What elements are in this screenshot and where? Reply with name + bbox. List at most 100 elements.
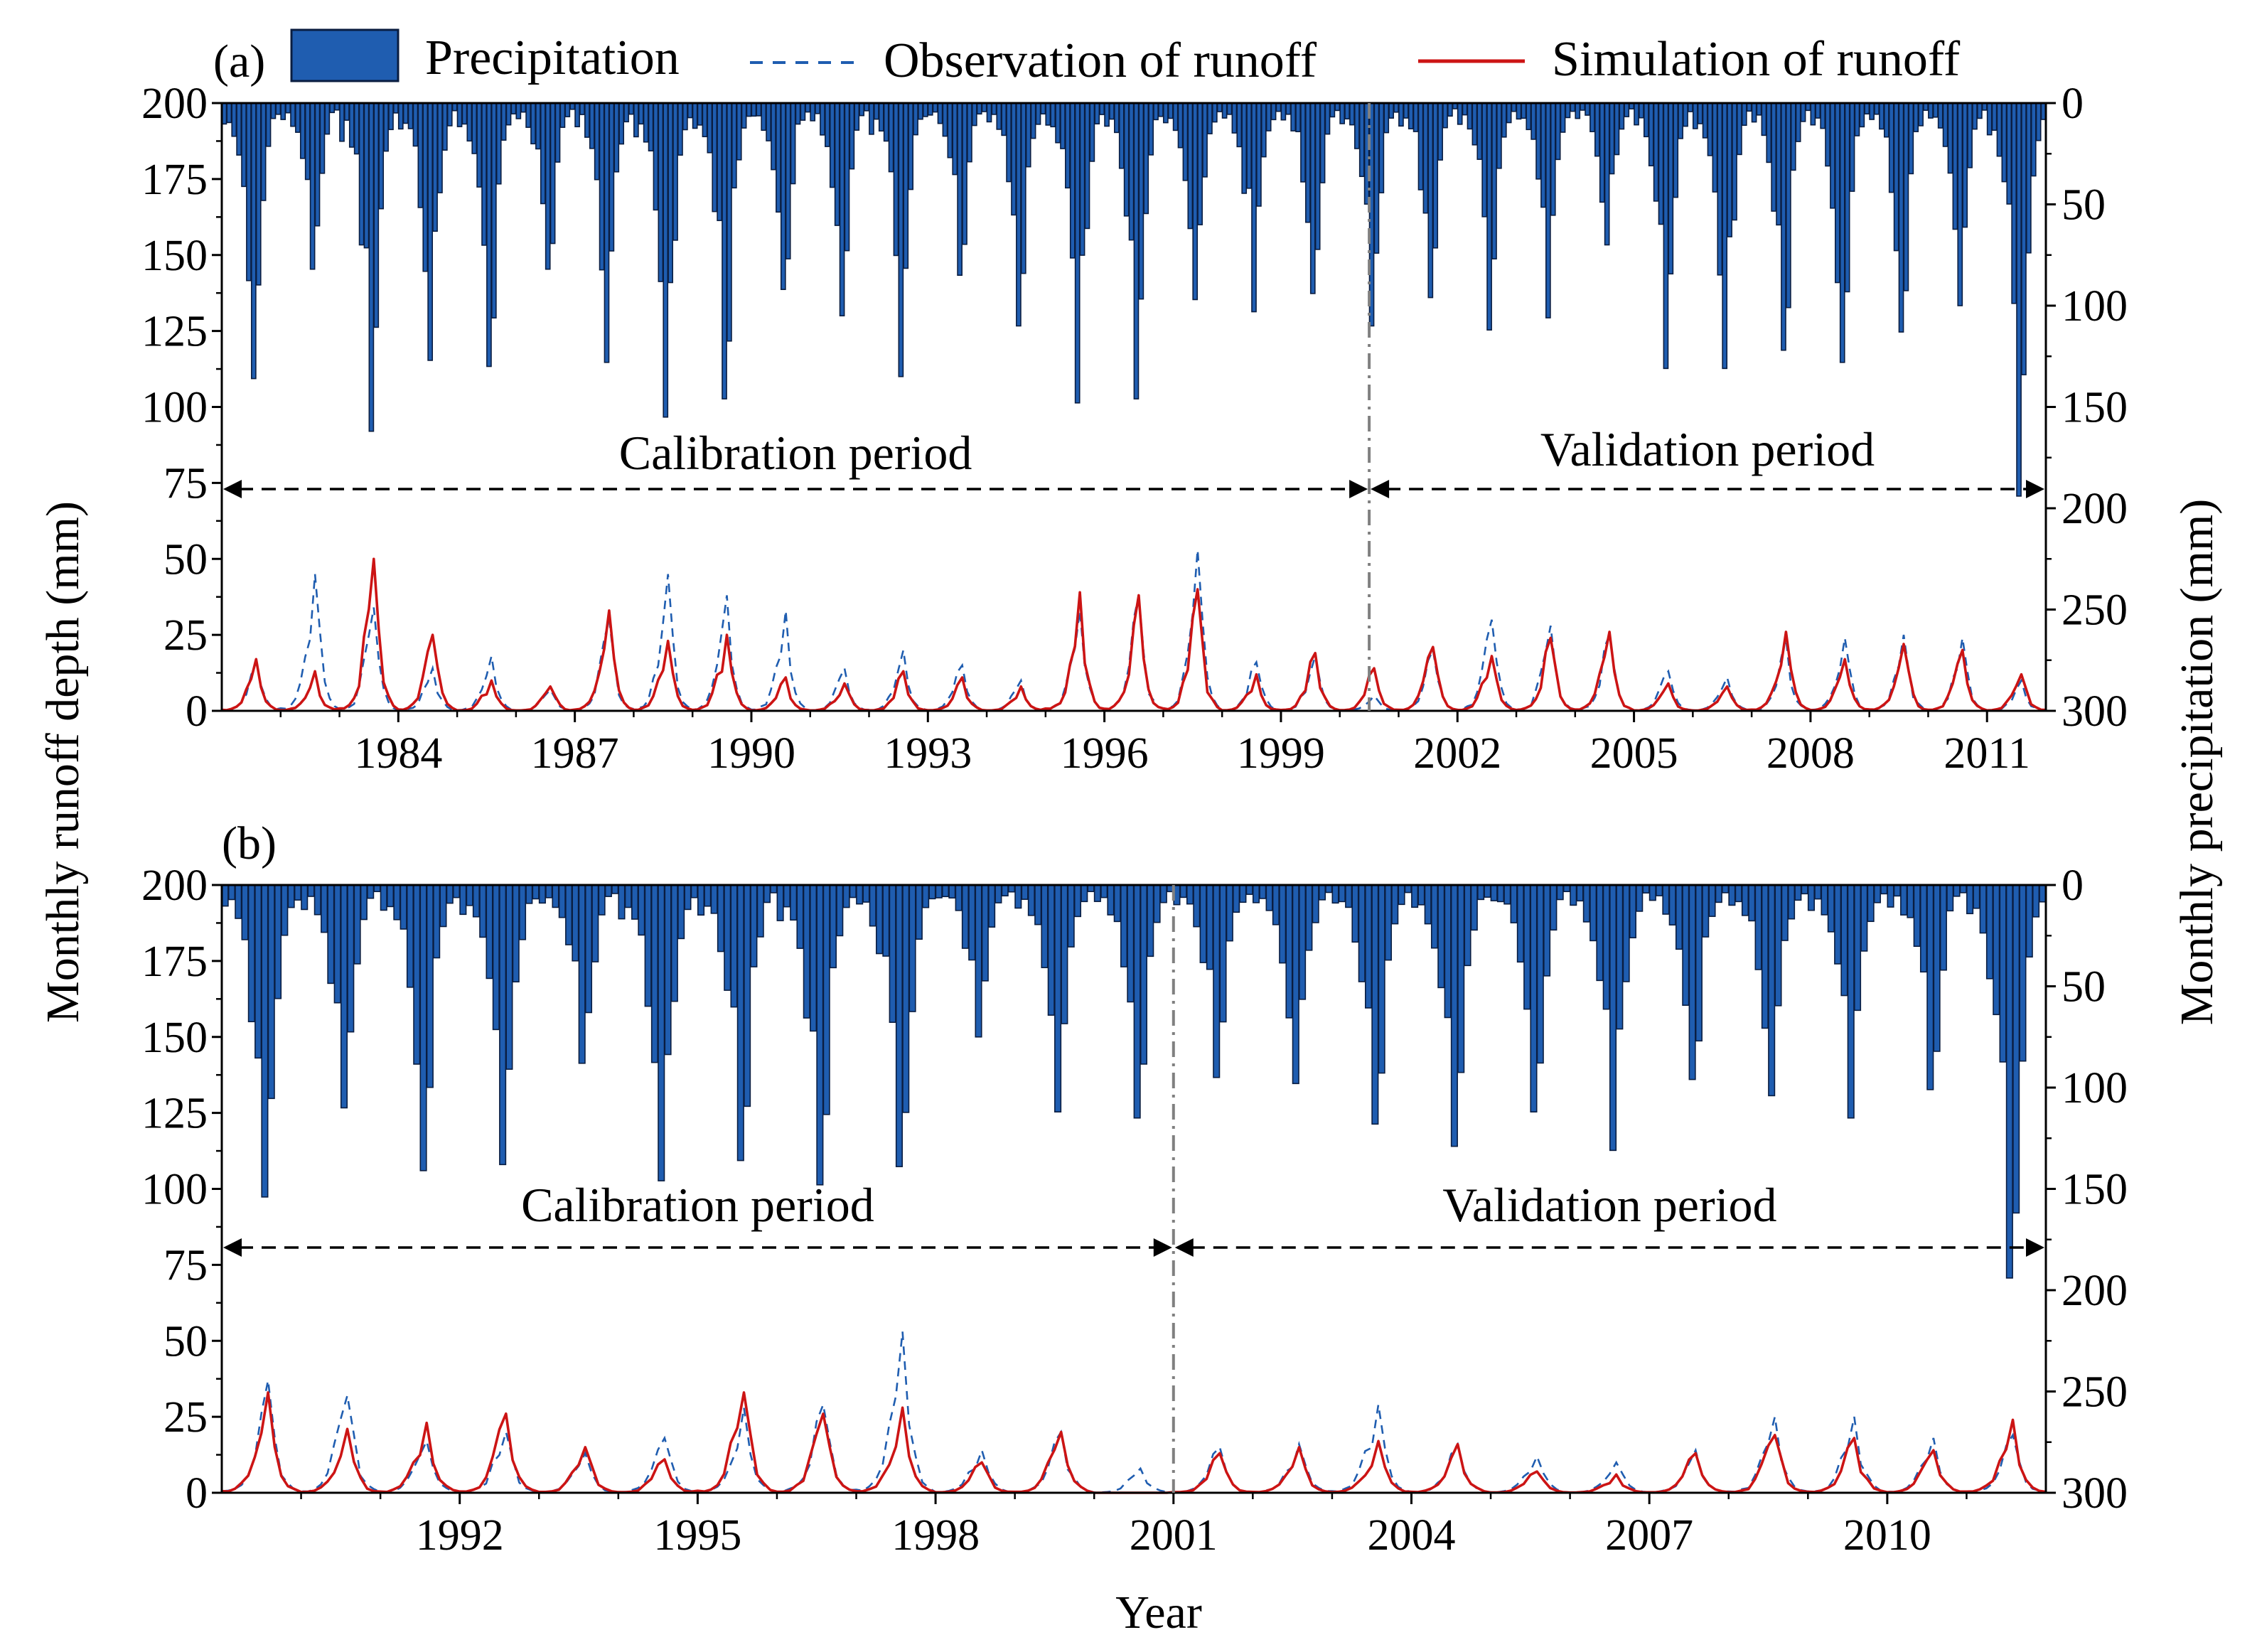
simulated-runoff-line (221, 1391, 2047, 1494)
precip-bar (1312, 884, 1319, 923)
precip-bar (363, 102, 370, 249)
precip-bar (1349, 102, 1355, 126)
y-left-tick-label: 25 (163, 1393, 208, 1442)
precip-bar (492, 884, 500, 1031)
precip-bar (874, 102, 879, 120)
precip-bar (1424, 884, 1432, 925)
precip-bar (869, 884, 876, 927)
precip-bar (1530, 884, 1538, 1113)
precip-bar (1383, 102, 1390, 134)
precip-bar (1481, 102, 1488, 218)
precip-bar (1751, 102, 1757, 123)
precip-bar (520, 102, 527, 113)
precip-bar (971, 102, 977, 127)
precip-bar (1768, 884, 1776, 1097)
precip-bar (348, 102, 355, 148)
precip-bar (1663, 102, 1669, 370)
precip-bar (1251, 102, 1257, 313)
legend-precip-swatch (290, 28, 400, 82)
precip-bar (1411, 884, 1419, 908)
precip-bar (710, 884, 718, 914)
y-right-tick-label: 250 (2062, 586, 2128, 635)
precip-bar (340, 884, 348, 1109)
precip-bar (842, 884, 850, 908)
precip-bar (1673, 102, 1679, 198)
period-arrows (223, 480, 2044, 498)
precip-bar (490, 102, 497, 319)
precip-bar (1622, 884, 1630, 982)
precip-bar (433, 884, 441, 959)
precip-bar (226, 102, 232, 124)
legend-obs-label: Observation of runoff (884, 33, 1317, 88)
precip-bar (618, 884, 626, 920)
precip-bar (724, 884, 731, 991)
y-right-tick-label: 200 (2062, 485, 2128, 533)
precip-bar (869, 102, 874, 135)
precip-bar (591, 884, 599, 962)
precip-bar (1966, 884, 1974, 915)
precip-bar (1035, 102, 1041, 125)
precip-bar (1041, 884, 1049, 968)
x-tick-label: 2005 (1590, 729, 1678, 778)
precip-bar (1457, 884, 1465, 1073)
precip-bar (1299, 884, 1307, 1000)
precip-bar (442, 102, 448, 151)
precip-bar (388, 102, 394, 131)
precip-bar (1275, 102, 1282, 112)
precip-bar (988, 884, 996, 928)
precip-bar (1128, 102, 1135, 241)
precip-bar (1543, 884, 1551, 977)
precip-bar (763, 884, 771, 903)
precip-bar (1060, 102, 1066, 149)
precip-bar (618, 102, 625, 145)
precip-bar (261, 884, 269, 1198)
precip-bar (697, 102, 703, 126)
x-tick-label: 1984 (354, 729, 442, 778)
precip-bar (1840, 884, 1848, 997)
precip-bar (1913, 884, 1921, 948)
precip-bar (1503, 884, 1511, 905)
precip-bar (1810, 102, 1816, 126)
precip-bar (432, 102, 438, 232)
precip-bar (1682, 884, 1690, 1006)
precip-bar (1107, 884, 1115, 916)
precip-bar (1748, 884, 1756, 922)
precip-bar (682, 102, 688, 131)
precip-bar (1516, 102, 1522, 120)
precip-bar (1484, 884, 1491, 898)
precip-bar (1186, 884, 1194, 905)
precip-bar (281, 884, 289, 936)
precip-bar (1834, 884, 1842, 965)
precip-bar (1054, 884, 1062, 1113)
precip-bar (1179, 884, 1187, 899)
precip-bar (1624, 102, 1630, 117)
precip-bar (1025, 102, 1031, 168)
y-right-tick-label: 0 (2062, 80, 2084, 128)
precip-bar (1957, 102, 1963, 306)
precip-bar (805, 102, 811, 113)
precip-bar (1081, 884, 1088, 903)
precip-bar (499, 884, 507, 1166)
precip-bar (785, 102, 791, 259)
precip-bar (1604, 102, 1610, 246)
y-left-tick-label: 200 (141, 80, 208, 128)
precip-bar (1001, 102, 1007, 136)
precip-bar (2035, 102, 2042, 141)
precip-bar (1061, 884, 1068, 1024)
precip-bar (2001, 102, 2007, 183)
precip-bar (1582, 884, 1590, 923)
precip-bar (730, 884, 738, 1008)
precip-bar (712, 102, 718, 213)
precip-bar (1523, 884, 1531, 1010)
precip-bar (1265, 102, 1272, 132)
precip-bar (1732, 102, 1737, 221)
precip-bar (1501, 102, 1507, 138)
precip-bar (1270, 102, 1277, 121)
precip-bar (704, 884, 712, 907)
precip-bar (599, 102, 605, 271)
precip-bar (402, 102, 409, 124)
x-tick-label: 2008 (1767, 729, 1855, 778)
precip-bar (810, 102, 816, 122)
precip-bar (1550, 102, 1556, 216)
panel-b: (b) Calibration period Validation period 0 2… (141, 817, 2128, 1560)
